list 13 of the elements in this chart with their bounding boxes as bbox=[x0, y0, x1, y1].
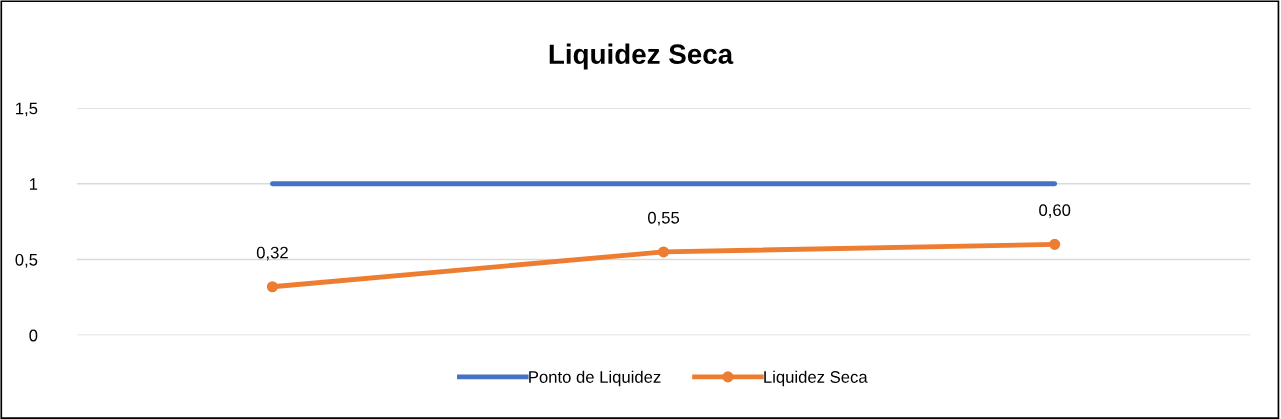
point bbox=[1049, 238, 1061, 250]
y-tick-label: 1,5 bbox=[16, 102, 38, 117]
legend-label: Liquidez Seca bbox=[764, 370, 868, 387]
data-label: 0,32 bbox=[256, 246, 288, 261]
point bbox=[658, 246, 670, 258]
data-label: 0,55 bbox=[647, 211, 680, 226]
legend-label: Ponto de Liquidez bbox=[529, 370, 661, 387]
y-tick-label: 0,5 bbox=[15, 253, 38, 268]
y-tick-label: 1 bbox=[29, 178, 38, 190]
point bbox=[266, 281, 278, 293]
data-label: 0,60 bbox=[1039, 204, 1071, 219]
y-tick-label: 0 bbox=[29, 329, 38, 342]
chart-title: Liquidez Seca bbox=[549, 43, 734, 70]
